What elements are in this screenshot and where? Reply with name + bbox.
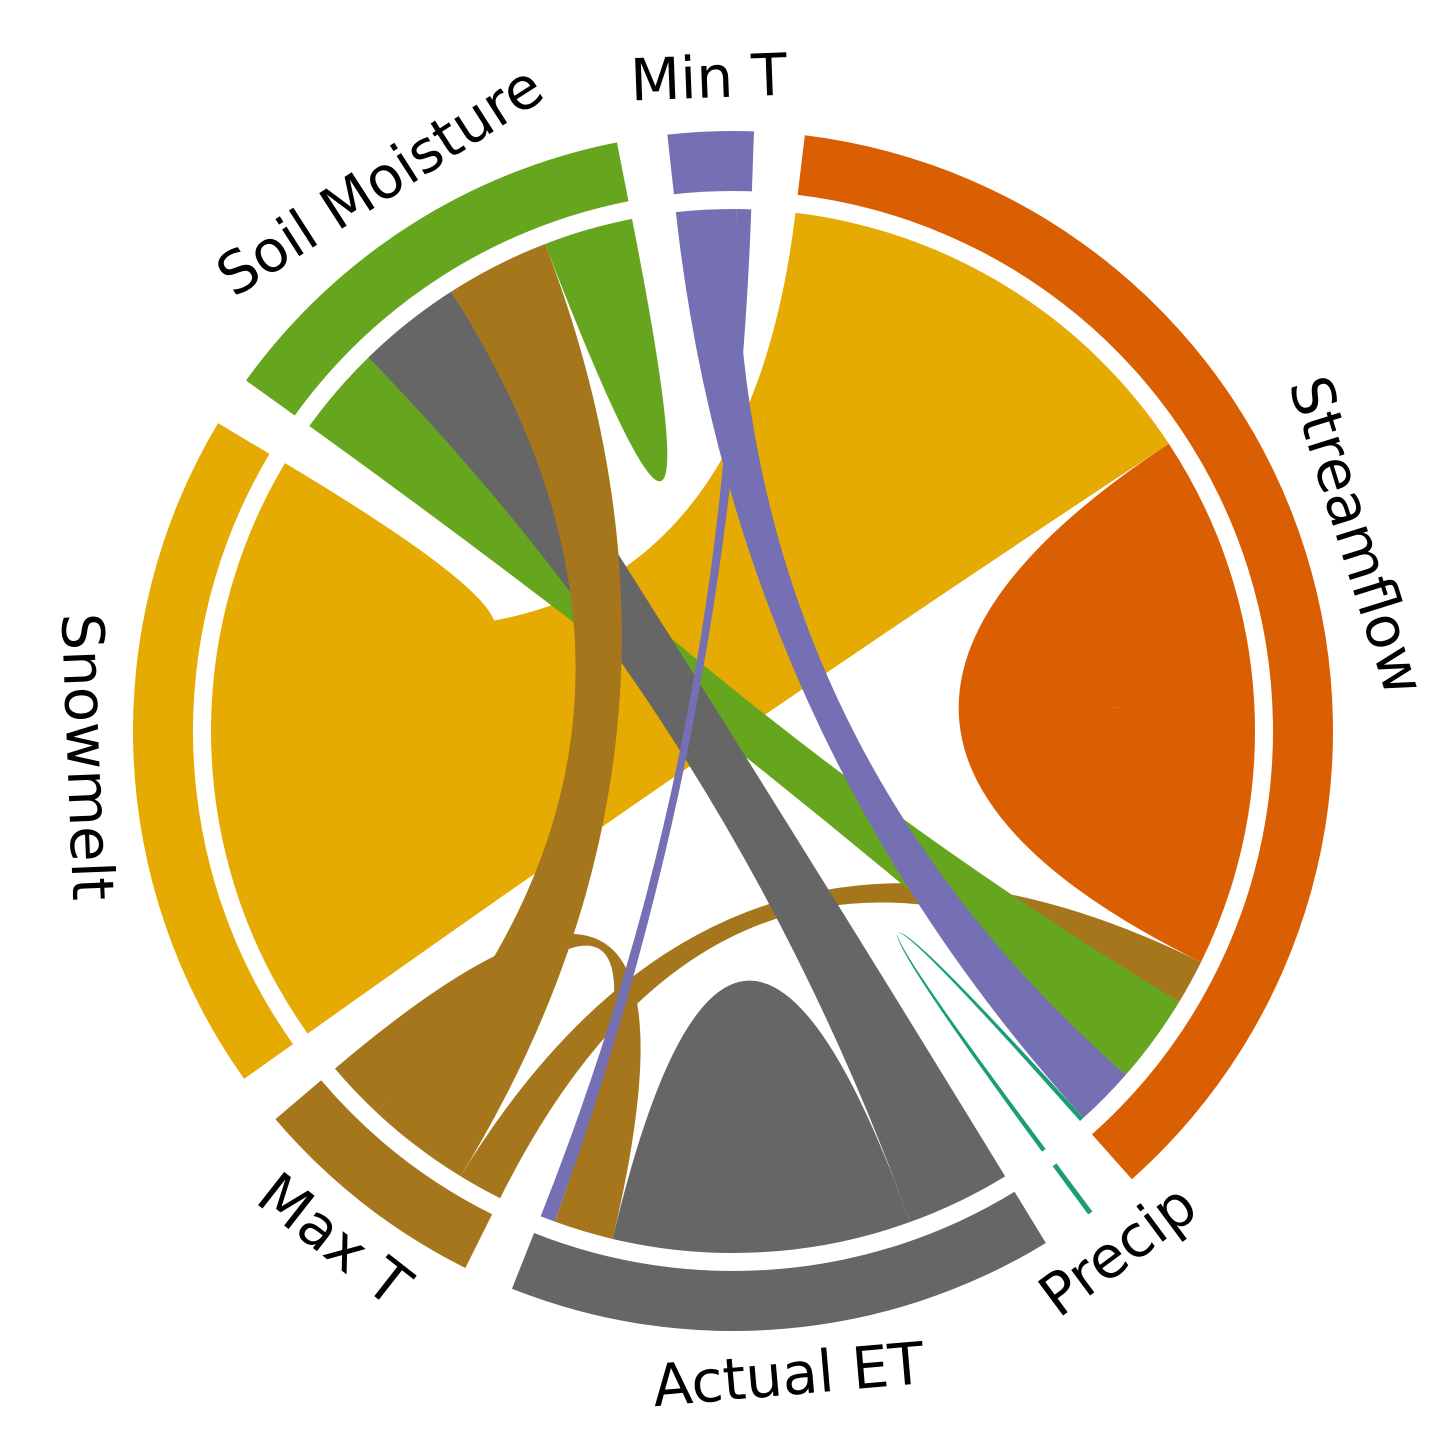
node-arc-actual_et <box>511 1191 1046 1332</box>
ribbon-streamflow-to-streamflow <box>958 443 1256 963</box>
node-label-precip: Precip <box>1026 1170 1209 1330</box>
ribbon-snowmelt-to-streamflow <box>211 212 1169 1034</box>
ribbon-soil_moisture-to-soil_moisture <box>545 218 668 482</box>
ribbon-actual_et-to-actual_et <box>612 980 911 1253</box>
node-label-actual_et: Actual ET <box>650 1329 928 1420</box>
node-arc-precip <box>1052 1163 1093 1215</box>
ribbons-layer <box>211 209 1256 1253</box>
node-arc-snowmelt <box>133 423 294 1079</box>
ribbon-snowmelt-to-snowmelt <box>227 463 496 644</box>
ribbon-actual_et-to-soil_moisture <box>368 291 1006 1223</box>
node-arc-min_t <box>667 131 754 195</box>
ribbon-soil_moisture-to-streamflow <box>309 357 1180 1075</box>
node-arc-streamflow <box>797 135 1334 1180</box>
arcs-layer <box>133 131 1334 1332</box>
node-label-min_t: Min T <box>629 41 789 115</box>
node-arc-max_t <box>275 1080 493 1269</box>
node-label-snowmelt: Snowmelt <box>48 612 127 902</box>
ribbon-max_t-to-actual_et <box>334 933 641 1239</box>
node-arc-soil_moisture <box>246 142 629 416</box>
ribbon-min_t-to-streamflow <box>675 209 1126 1118</box>
